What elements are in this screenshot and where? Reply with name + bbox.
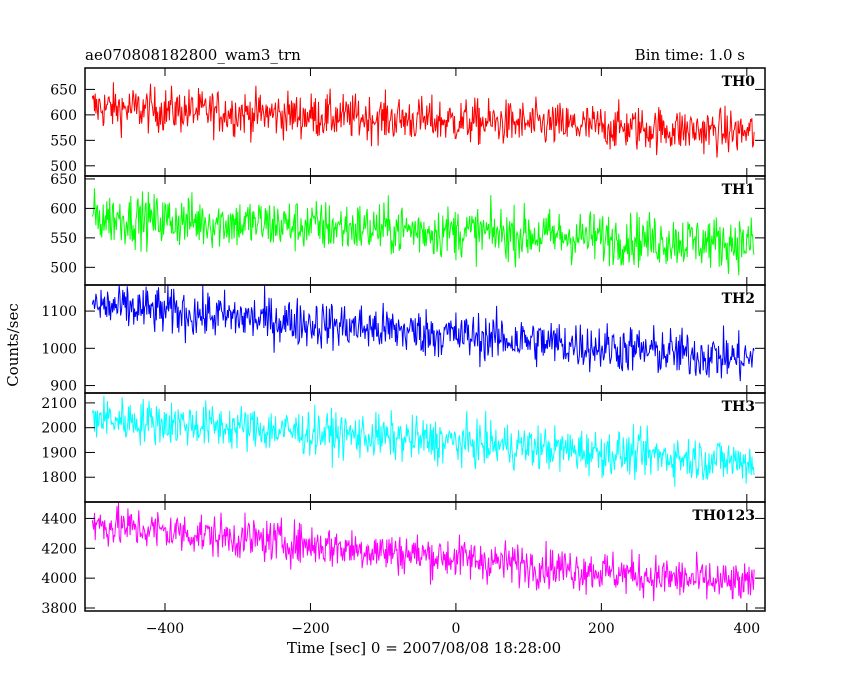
- y-tick-label: 4400: [41, 511, 77, 527]
- y-tick-label: 600: [50, 201, 77, 217]
- series-label-th3: TH3: [722, 399, 755, 415]
- y-tick-label: 4000: [41, 571, 77, 587]
- y-tick-label: 2000: [41, 421, 77, 437]
- x-tick-label: −400: [146, 621, 184, 637]
- series-line-th2: [91, 284, 755, 382]
- y-tick-label: 1800: [41, 470, 77, 486]
- series-label-th2: TH2: [722, 291, 755, 307]
- series-label-th0123: TH0123: [692, 508, 755, 524]
- y-tick-label: 650: [50, 172, 77, 188]
- y-tick-label: 900: [50, 379, 77, 395]
- series-line-th1: [91, 188, 755, 276]
- y-tick-label: 1100: [41, 304, 77, 320]
- series-label-th0: TH0: [722, 74, 756, 90]
- y-axis-label: Counts/sec: [4, 303, 22, 387]
- panel-frame-th3: [84, 392, 766, 503]
- x-axis-label: Time [sec] 0 = 2007/08/08 18:28:00: [287, 639, 561, 657]
- y-tick-label: 500: [50, 260, 77, 276]
- y-tick-label: 1000: [41, 341, 77, 357]
- y-tick-label: 4200: [41, 541, 77, 557]
- series-line-th0123: [91, 502, 755, 602]
- y-tick-label: 500: [50, 159, 77, 175]
- y-tick-label: 3800: [41, 601, 77, 617]
- series-label-th1: TH1: [722, 182, 755, 198]
- y-tick-label: 1900: [41, 445, 77, 461]
- y-tick-label: 550: [50, 231, 77, 247]
- x-tick-label: 200: [588, 621, 615, 637]
- x-tick-label: −200: [291, 621, 329, 637]
- x-tick-label: 400: [733, 621, 760, 637]
- y-tick-label: 600: [50, 108, 77, 124]
- x-tick-label: 0: [451, 621, 460, 637]
- series-line-th3: [91, 395, 755, 487]
- series-line-th0: [91, 82, 755, 158]
- y-tick-label: 650: [50, 82, 77, 98]
- panel-frame-th0123: [84, 501, 766, 612]
- figure-title: ae070808182800_wam3_trn: [85, 46, 301, 64]
- y-tick-label: 2100: [41, 396, 77, 412]
- bin-time-label: Bin time: 1.0 s: [635, 46, 745, 64]
- y-tick-label: 550: [50, 133, 77, 149]
